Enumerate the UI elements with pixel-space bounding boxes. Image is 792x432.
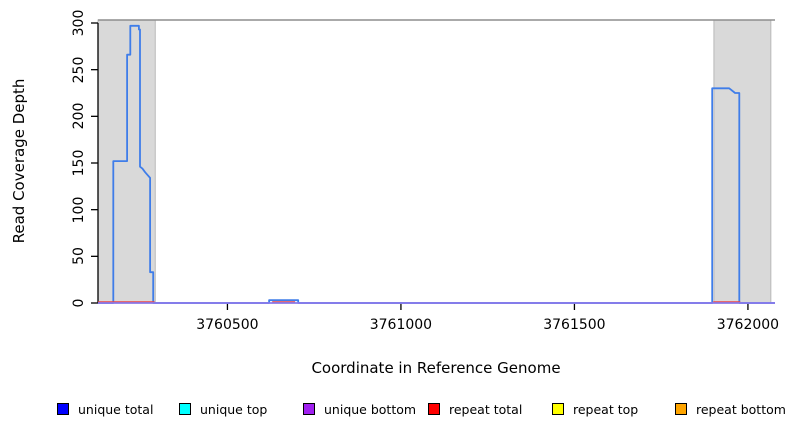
y-tick-label-5: 250 [71,56,87,84]
legend-item-unique-total: unique total [57,398,153,420]
y-tick-label-3: 150 [71,149,87,177]
y-tick-label-4: 200 [71,102,87,130]
legend-swatch-repeat-bottom-icon [675,403,687,415]
repeat-region-right-highlight [713,19,772,304]
legend: unique total unique top unique bottom repea… [0,398,792,424]
legend-swatch-unique-bottom-icon [303,403,315,415]
legend-label: repeat total [449,401,523,417]
legend-label: repeat bottom [696,401,786,417]
x-tick-label-3: 3762000 [716,317,780,333]
legend-swatch-unique-top-icon [179,403,191,415]
legend-item-repeat-total: repeat total [428,398,522,420]
legend-label: repeat top [573,401,639,417]
legend-label: unique top [200,401,268,417]
legend-swatch-repeat-total-icon [428,403,440,415]
legend-item-repeat-bottom: repeat bottom [675,398,786,420]
legend-item-unique-top: unique top [179,398,267,420]
legend-label: unique bottom [324,401,417,417]
x-tick-label-2: 3761500 [543,317,606,333]
y-axis-title: Read Coverage Depth [10,78,28,244]
legend-label: unique total [78,401,154,417]
x-tick-label-0: 3760500 [196,317,259,333]
legend-swatch-repeat-top-icon [552,403,564,415]
y-tick-label-2: 100 [71,196,87,224]
legend-swatch-unique-total-icon [57,403,69,415]
x-axis-title: Coordinate in Reference Genome [311,359,561,377]
y-tick-label-6: 300 [71,9,87,37]
y-tick-label-0: 0 [71,298,87,308]
series-unique-total-line-0 [98,24,775,304]
x-tick-label-1: 3761000 [369,317,433,333]
legend-item-unique-bottom: unique bottom [303,398,416,420]
legend-item-repeat-top: repeat top [552,398,638,420]
y-tick-label-1: 50 [71,247,87,266]
